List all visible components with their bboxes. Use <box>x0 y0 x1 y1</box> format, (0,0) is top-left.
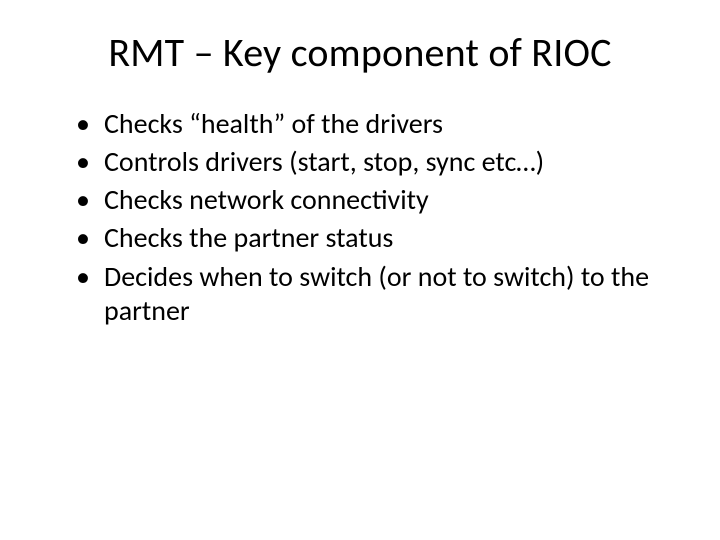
list-item: Decides when to switch (or not to switch… <box>82 260 684 328</box>
list-item: Controls drivers (start, stop, sync etc…… <box>82 145 684 179</box>
list-item: Checks network connectivity <box>82 183 684 217</box>
list-item: Checks “health” of the drivers <box>82 107 684 141</box>
list-item: Checks the partner status <box>82 221 684 255</box>
slide: RMT – Key component of RIOC Checks “heal… <box>0 0 720 540</box>
bullet-list: Checks “health” of the drivers Controls … <box>36 107 684 328</box>
slide-title: RMT – Key component of RIOC <box>36 28 684 77</box>
